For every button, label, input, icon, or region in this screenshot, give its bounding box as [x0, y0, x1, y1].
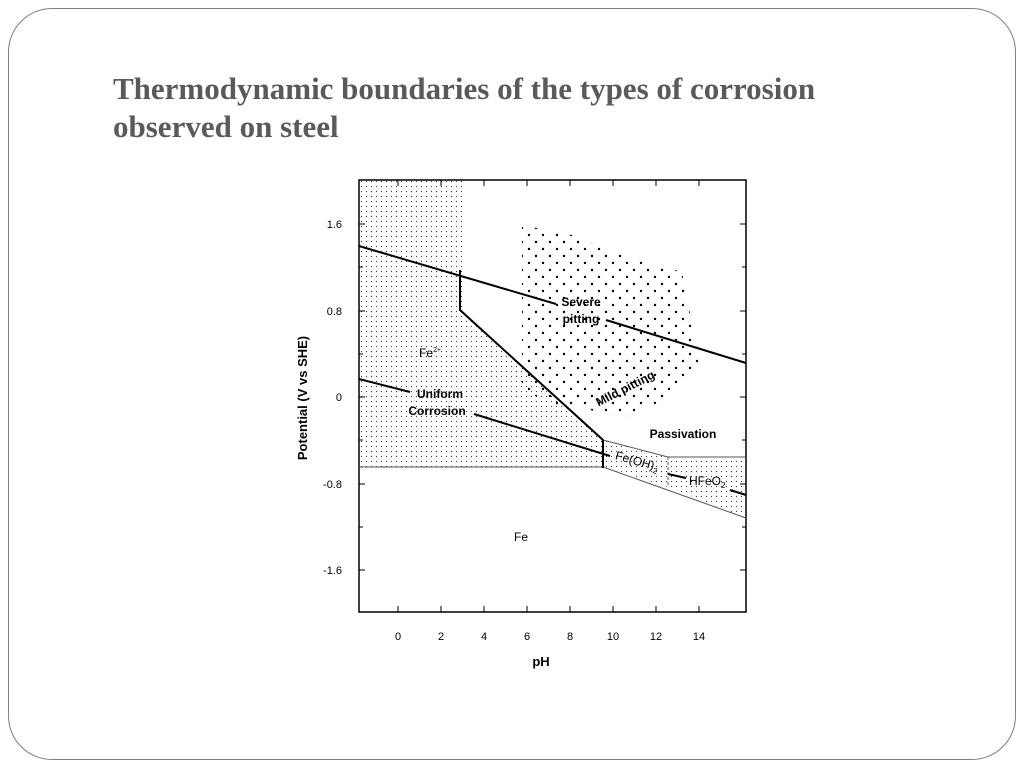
region-label-pitting: pitting — [563, 312, 600, 326]
hydrogen-line-b — [473, 413, 611, 457]
feoh2-region-fill — [603, 440, 668, 487]
region-label-fe: Fe — [514, 530, 528, 544]
thin-boundaries — [359, 439, 747, 519]
x-tick-label: 2 — [438, 631, 444, 643]
region-label-hfeo2: HFeO2 — [689, 474, 726, 490]
x-tick-label: 14 — [693, 631, 705, 643]
hydrogen-line-c — [667, 473, 687, 479]
region-label-fe2: Fe2+ — [419, 346, 441, 360]
oxygen-line — [358, 245, 557, 305]
region-label-severe: Severe — [561, 295, 601, 309]
y-tick-label: 0 — [336, 392, 342, 404]
x-tick-label: 6 — [524, 631, 530, 643]
region-label-passivation: Passivation — [650, 427, 717, 441]
y-tick-labels: 1.6 0.8 0 -0.8 -1.6 — [323, 219, 342, 577]
x-axis-ticks — [397, 180, 700, 612]
thick-boundaries — [358, 245, 747, 496]
x-tick-label: 8 — [567, 631, 573, 643]
y-tick-label: -1.6 — [323, 565, 342, 577]
x-tick-label: 4 — [481, 631, 487, 643]
title-line-2: observed on steel — [113, 109, 339, 144]
oxygen-line-2 — [605, 319, 747, 364]
y-tick-label: 0.8 — [327, 306, 342, 318]
x-tick-labels: 0 2 4 6 8 10 12 14 — [395, 631, 705, 643]
x-tick-label: 10 — [607, 631, 619, 643]
x-axis-title: pH — [532, 654, 549, 669]
x-tick-label: 12 — [650, 631, 662, 643]
hydrogen-line-d — [729, 489, 747, 496]
y-tick-label: 1.6 — [327, 219, 342, 231]
y-tick-label: -0.8 — [323, 479, 342, 491]
region-label-corrosion-text: Corrosion — [408, 404, 465, 418]
y-axis-title: Potential (V vs SHE) — [295, 336, 310, 460]
plot-frame — [358, 179, 747, 613]
region-label-uniform: Uniform — [417, 387, 463, 401]
y-axis-ticks — [359, 223, 746, 571]
x-tick-label: 0 — [395, 631, 401, 643]
title-line-1: Thermodynamic boundaries of the types of… — [113, 71, 816, 106]
slide-title: Thermodynamic boundaries of the types of… — [113, 70, 933, 146]
hfeo2-region-fill — [668, 457, 746, 518]
hydrogen-line-a — [358, 378, 411, 393]
